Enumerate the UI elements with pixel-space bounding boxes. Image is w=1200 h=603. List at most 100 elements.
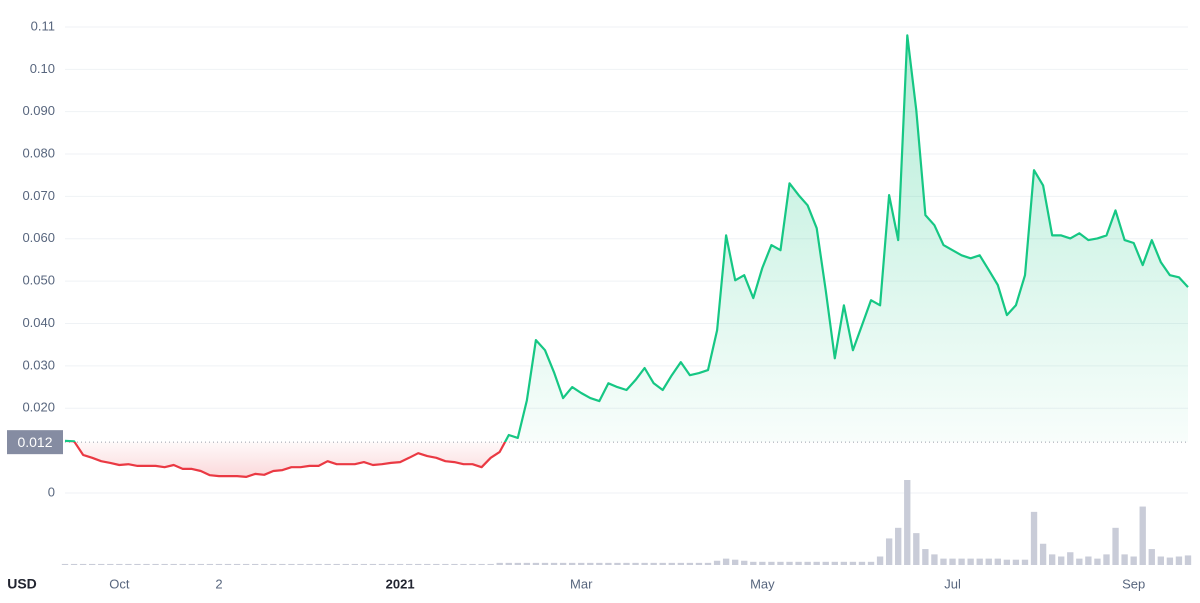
y-tick-label: 0 [48, 484, 55, 499]
volume-bar [840, 561, 848, 565]
volume-bar [360, 563, 368, 565]
x-tick-label: 2 [215, 576, 222, 591]
volume-bar [1112, 527, 1119, 565]
volume-bar [233, 563, 241, 565]
volume-bar [695, 562, 703, 565]
volume-bar [1157, 556, 1165, 565]
y-tick-label: 0.090 [22, 103, 55, 118]
volume-bar [61, 563, 69, 565]
price-area [65, 35, 1188, 477]
y-tick-label: 0.020 [22, 400, 55, 415]
volume-bar [496, 562, 503, 565]
volume-bar [587, 562, 594, 565]
volume-bar [596, 562, 603, 565]
volume-bar [433, 563, 440, 565]
volume-bar [387, 563, 395, 565]
volume-bar [324, 563, 331, 565]
volume-bar [333, 563, 340, 565]
volume-bar [541, 562, 549, 565]
volume-bar [849, 561, 857, 565]
y-tick-label: 0.11 [31, 18, 55, 33]
volume-bar [396, 563, 404, 565]
volume-bar [478, 563, 485, 565]
volume-bar [913, 533, 920, 565]
volume-bar [677, 562, 685, 565]
volume-bar [650, 562, 657, 565]
volume-bar [125, 563, 132, 565]
y-tick-label: 0.050 [22, 273, 55, 288]
volume-bar [532, 562, 540, 565]
volume-bar [713, 560, 721, 565]
volume-bar [1184, 555, 1192, 565]
volume-bar [822, 561, 829, 565]
volume-bar [460, 563, 467, 565]
volume-bar [804, 561, 811, 565]
y-tick-label: 0.060 [22, 230, 55, 245]
volume-bar [152, 563, 159, 565]
volume-bar [741, 560, 748, 565]
volume-bar [487, 563, 494, 565]
volume-bar [134, 563, 141, 565]
volume-bar [559, 562, 567, 565]
volume-bar [876, 556, 884, 565]
volume-bar [224, 563, 232, 565]
volume-bar [786, 561, 793, 565]
volume-bar [451, 563, 458, 565]
y-tick-label: 0.10 [30, 61, 55, 76]
x-tick-label: May [750, 576, 775, 591]
volume-bar [469, 563, 476, 565]
volume-bar [614, 562, 621, 565]
volume-bar [88, 563, 96, 565]
x-tick-label: Sep [1122, 576, 1145, 591]
volume-bar [1048, 554, 1056, 565]
y-tick-label: 0.030 [22, 357, 55, 372]
volume-bar [161, 563, 168, 565]
volume-bar [378, 563, 386, 565]
volume-bar [107, 563, 114, 565]
volume-bar [297, 563, 304, 565]
volume-bar [904, 480, 911, 565]
price-line [64, 34, 1189, 478]
volume-bar [1121, 554, 1128, 565]
volume-bar [261, 563, 268, 565]
volume-bar [279, 563, 286, 565]
volume-bar [931, 554, 938, 565]
volume-bar [424, 563, 431, 565]
volume-bar [188, 563, 195, 565]
volume-bar [252, 563, 259, 565]
volume-bar [732, 559, 739, 565]
volume-bar [867, 561, 875, 565]
volume-bar [342, 563, 349, 565]
volume-bar [777, 561, 784, 565]
volume-bar [197, 563, 205, 565]
volume-bar [1076, 558, 1083, 565]
volume-bar [668, 562, 675, 565]
volume-bar [750, 561, 757, 565]
x-tick-label: 2021 [386, 576, 415, 591]
volume-bar [940, 558, 947, 565]
volume-bar [215, 563, 223, 565]
volume-bar [641, 562, 648, 565]
volume-bar [306, 563, 313, 565]
volume-bar [949, 558, 956, 565]
volume-bar [1103, 554, 1110, 565]
volume-bar [70, 563, 78, 565]
volume-bar [759, 561, 766, 565]
volume-bar [885, 538, 893, 565]
volume-bar [632, 562, 639, 565]
volume-bar [922, 549, 929, 565]
volume-bar [1030, 511, 1038, 565]
reference-label-box [7, 430, 63, 455]
volume-bar [967, 558, 974, 565]
volume-bar [813, 561, 820, 565]
volume-bar [704, 562, 712, 565]
volume-bar [1012, 559, 1020, 565]
volume-bar [1148, 549, 1155, 565]
volume-bar [686, 562, 694, 565]
volume-bar [831, 561, 838, 565]
volume-bar [369, 563, 377, 565]
volume-bar [768, 561, 775, 565]
currency-label: USD [7, 576, 37, 592]
volume-bar [1067, 552, 1074, 565]
